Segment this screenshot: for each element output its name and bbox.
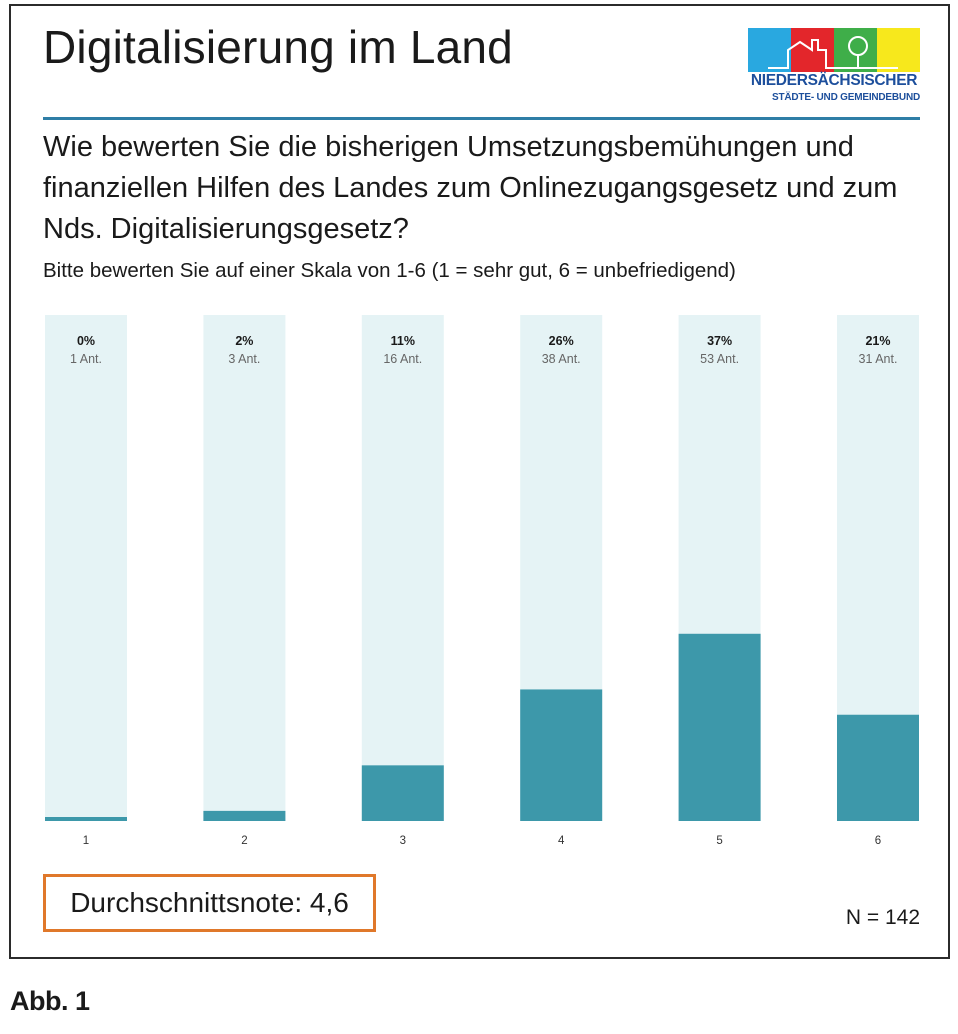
x-tick-label: 4 xyxy=(558,835,565,847)
x-tick-label: 6 xyxy=(875,835,881,847)
bar xyxy=(520,689,603,821)
survey-question: Wie bewerten Sie die bisherigen Umsetzun… xyxy=(43,131,898,245)
figure-frame xyxy=(9,4,950,959)
bar-percent-label: 37% xyxy=(707,334,732,348)
figure-caption: Abb. 1 xyxy=(10,986,90,1016)
header-divider xyxy=(43,117,920,120)
bar-count-label: 38 Ant. xyxy=(542,352,581,366)
logo: NIEDERSÄCHSISCHER STÄDTE- UND GEMEINDEBU… xyxy=(748,28,920,108)
bar-percent-label: 11% xyxy=(391,334,415,348)
bar-track xyxy=(203,315,286,821)
bar-count-label: 16 Ant. xyxy=(383,352,422,366)
x-tick-label: 1 xyxy=(83,835,89,847)
bar xyxy=(203,810,286,821)
bar-percent-label: 21% xyxy=(865,334,890,348)
average-grade-box: Durchschnittsnote: 4,6 xyxy=(43,874,376,932)
page-title: Digitalisierung im Land xyxy=(43,21,513,73)
x-tick-label: 5 xyxy=(716,835,722,847)
bar xyxy=(45,817,127,821)
sample-size-label: N = 142 xyxy=(845,906,920,929)
bar-track xyxy=(361,315,444,821)
logo-text-line2: STÄDTE- UND GEMEINDEBUND xyxy=(772,92,920,103)
scale-note: Bitte bewerten Sie auf einer Skala von 1… xyxy=(43,259,736,282)
bar xyxy=(361,765,444,821)
bar-track xyxy=(45,315,127,821)
bar-count-label: 3 Ant. xyxy=(228,352,260,366)
bar xyxy=(837,714,919,821)
bar-count-label: 1 Ant. xyxy=(70,352,102,366)
bar-count-label: 31 Ant. xyxy=(859,352,898,366)
bar-count-label: 53 Ant. xyxy=(700,352,739,366)
logo-text-line1: NIEDERSÄCHSISCHER xyxy=(750,72,918,89)
logo-strip-yellow xyxy=(877,28,920,72)
bar-percent-label: 2% xyxy=(235,334,253,348)
average-grade-label: Durchschnittsnote: 4,6 xyxy=(70,887,349,918)
bar-percent-label: 26% xyxy=(549,334,574,348)
bar xyxy=(678,633,761,821)
logo-strip-blue xyxy=(748,28,791,72)
x-tick-label: 3 xyxy=(400,835,406,847)
logo-strip-green xyxy=(834,28,877,72)
bar-percent-label: 0% xyxy=(77,334,95,348)
logo-skyline-icon xyxy=(768,36,898,69)
x-tick-label: 2 xyxy=(241,835,247,847)
bar-chart: 0% 1 Ant. 1 2% 3 Ant. 2 11% 16 Ant. 3 26% 38 Ant. 4… xyxy=(45,315,919,847)
